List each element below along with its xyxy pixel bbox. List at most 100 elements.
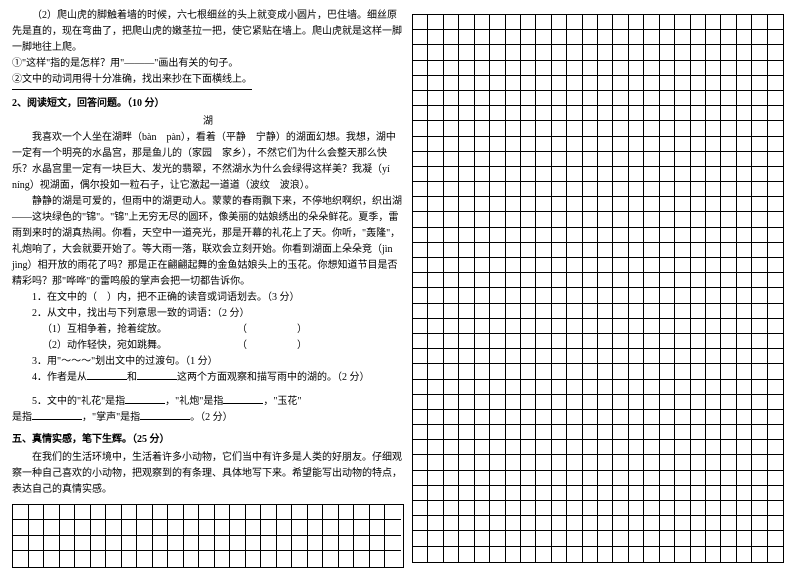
grid-cell xyxy=(506,243,521,258)
grid-cell xyxy=(506,182,521,197)
grid-cell xyxy=(552,319,567,334)
grid-cell xyxy=(660,212,675,227)
grid-cell xyxy=(413,455,428,470)
grid-cell xyxy=(292,520,308,535)
grid-cell xyxy=(768,531,783,546)
grid-cell xyxy=(660,45,675,60)
grid-cell xyxy=(506,30,521,45)
grid-cell xyxy=(644,228,659,243)
grid-cell xyxy=(768,228,783,243)
grid-cell xyxy=(506,273,521,288)
grid-cell xyxy=(536,455,551,470)
grid-cell xyxy=(613,501,628,516)
grid-cell xyxy=(567,45,582,60)
grid-cell xyxy=(706,349,721,364)
grid-cell xyxy=(629,455,644,470)
grid-cell xyxy=(444,258,459,273)
grid-cell xyxy=(644,410,659,425)
grid-cell xyxy=(752,471,767,486)
grid-cell xyxy=(629,410,644,425)
grid-cell xyxy=(536,547,551,562)
grid-cell xyxy=(475,334,490,349)
grid-cell xyxy=(428,471,443,486)
grid-cell xyxy=(184,551,200,566)
grid-cell xyxy=(459,30,474,45)
grid-cell xyxy=(552,273,567,288)
grid-row xyxy=(413,380,783,395)
grid-cell xyxy=(598,440,613,455)
grid-cell xyxy=(444,547,459,562)
grid-cell xyxy=(721,288,736,303)
grid-cell xyxy=(644,349,659,364)
grid-cell xyxy=(644,531,659,546)
grid-cell xyxy=(521,547,536,562)
grid-cell xyxy=(613,455,628,470)
grid-cell xyxy=(629,212,644,227)
grid-cell xyxy=(261,505,277,520)
grid-cell xyxy=(521,121,536,136)
grid-cell xyxy=(106,536,122,551)
grid-cell xyxy=(629,334,644,349)
grid-cell xyxy=(691,182,706,197)
grid-cell xyxy=(706,364,721,379)
grid-cell xyxy=(490,61,505,76)
grid-cell xyxy=(706,455,721,470)
grid-cell xyxy=(475,547,490,562)
grid-cell xyxy=(506,91,521,106)
grid-cell xyxy=(13,551,29,566)
grid-cell xyxy=(644,258,659,273)
grid-cell xyxy=(644,364,659,379)
item-5: 5．文中的"礼花"是指，"礼炮"是指，"玉花" xyxy=(32,394,404,410)
grid-cell xyxy=(675,334,690,349)
grid-cell xyxy=(752,137,767,152)
grid-cell xyxy=(75,505,91,520)
grid-cell xyxy=(567,91,582,106)
grid-cell xyxy=(675,425,690,440)
grid-cell xyxy=(706,531,721,546)
grid-cell xyxy=(768,30,783,45)
grid-cell xyxy=(675,91,690,106)
grid-cell xyxy=(644,121,659,136)
grid-cell xyxy=(230,536,246,551)
grid-cell xyxy=(428,197,443,212)
grid-cell xyxy=(721,380,736,395)
grid-cell xyxy=(567,30,582,45)
grid-cell xyxy=(567,531,582,546)
grid-cell xyxy=(583,212,598,227)
grid-cell xyxy=(721,228,736,243)
grid-cell xyxy=(737,152,752,167)
grid-cell xyxy=(413,410,428,425)
grid-cell xyxy=(768,258,783,273)
grid-cell xyxy=(475,349,490,364)
grid-cell xyxy=(706,425,721,440)
grid-cell xyxy=(660,273,675,288)
grid-cell xyxy=(475,273,490,288)
grid-cell xyxy=(552,531,567,546)
grid-cell xyxy=(490,243,505,258)
paragraph-5: 在我们的生活环境中，生活着许多小动物，它们当中有许多是人类的好朋友。仔细观察一种… xyxy=(12,450,404,498)
grid-cell xyxy=(536,197,551,212)
grid-cell xyxy=(691,137,706,152)
grid-cell xyxy=(521,15,536,30)
grid-cell xyxy=(598,61,613,76)
grid-cell xyxy=(459,516,474,531)
grid-cell xyxy=(752,410,767,425)
grid-cell xyxy=(644,182,659,197)
blank xyxy=(32,411,82,420)
grid-cell xyxy=(428,288,443,303)
grid-cell xyxy=(552,516,567,531)
grid-cell xyxy=(552,364,567,379)
grid-cell xyxy=(536,121,551,136)
grid-cell xyxy=(475,410,490,425)
grid-cell xyxy=(660,425,675,440)
grid-cell xyxy=(768,410,783,425)
grid-cell xyxy=(768,440,783,455)
grid-cell xyxy=(413,471,428,486)
grid-cell xyxy=(521,440,536,455)
grid-row xyxy=(413,228,783,243)
item-5a-text: 5．文中的"礼花"是指 xyxy=(32,396,125,407)
grid-row xyxy=(413,304,783,319)
grid-cell xyxy=(768,182,783,197)
grid-cell xyxy=(691,243,706,258)
grid-cell xyxy=(490,106,505,121)
